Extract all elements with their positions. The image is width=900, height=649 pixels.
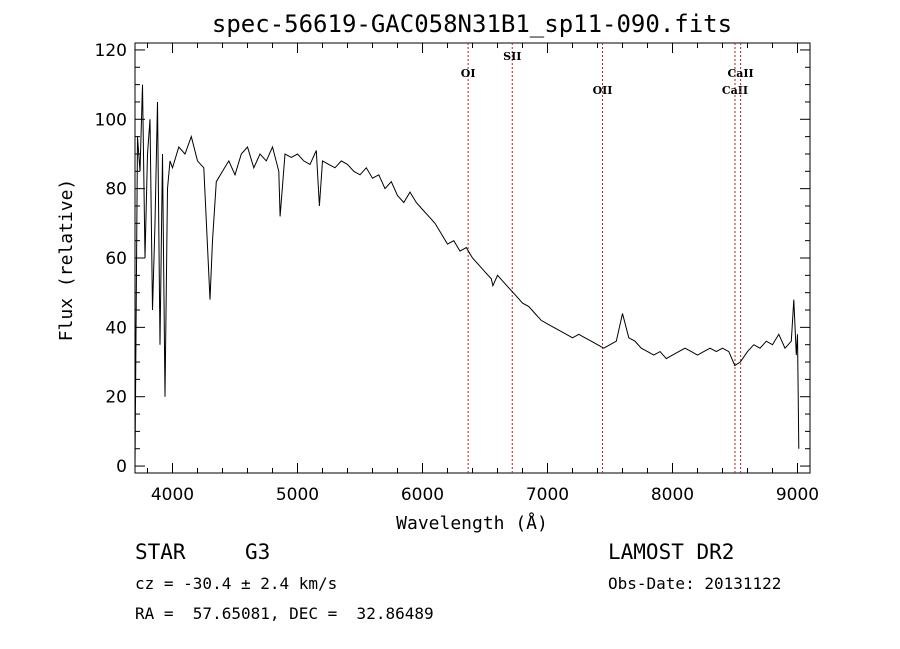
spectrum-chart: spec-56619-GAC058N31B1_sp11-090.fits Flu… <box>56 10 820 534</box>
axis-ticks: 4000 5000 6000 7000 8000 9000 0 20 40 60 80 100 120 <box>95 41 820 505</box>
spectral-line-markers: OI SII OII CaII CaII <box>461 43 754 473</box>
x-tick-label-9000: 9000 <box>776 485 819 505</box>
velocity-label: cz = -30.4 ± 2.4 km/s <box>135 574 338 593</box>
y-tick-label-60: 60 <box>105 249 127 269</box>
y-tick-label-40: 40 <box>105 318 127 338</box>
x-tick-label-5000: 5000 <box>276 485 319 505</box>
line-label-4: CaII <box>728 67 754 80</box>
subclass-label: G3 <box>245 540 271 564</box>
line-label-1: SII <box>503 50 521 63</box>
line-label-0: OI <box>461 67 476 80</box>
y-axis-label: Flux (relative) <box>56 179 77 342</box>
y-tick-label-120: 120 <box>95 41 127 61</box>
coordinates-label: RA = 57.65081, DEC = 32.86489 <box>135 604 434 623</box>
x-axis-label: Wavelength (Å) <box>396 512 548 534</box>
x-tick-label-6000: 6000 <box>401 485 444 505</box>
spectrum-line <box>134 84 800 467</box>
line-label-3: CaII <box>722 84 748 97</box>
chart-title: spec-56619-GAC058N31B1_sp11-090.fits <box>212 10 732 38</box>
y-tick-label-80: 80 <box>105 180 127 200</box>
y-tick-label-0: 0 <box>116 457 127 477</box>
line-label-2: OII <box>593 84 613 97</box>
obs-date-label: Obs-Date: 20131122 <box>608 574 782 593</box>
class-label: STAR <box>135 540 186 564</box>
x-tick-label-4000: 4000 <box>151 485 194 505</box>
x-tick-label-7000: 7000 <box>526 485 569 505</box>
y-tick-label-100: 100 <box>95 110 127 130</box>
y-tick-label-20: 20 <box>105 388 127 408</box>
x-tick-label-8000: 8000 <box>651 485 694 505</box>
survey-label: LAMOST DR2 <box>608 540 735 564</box>
